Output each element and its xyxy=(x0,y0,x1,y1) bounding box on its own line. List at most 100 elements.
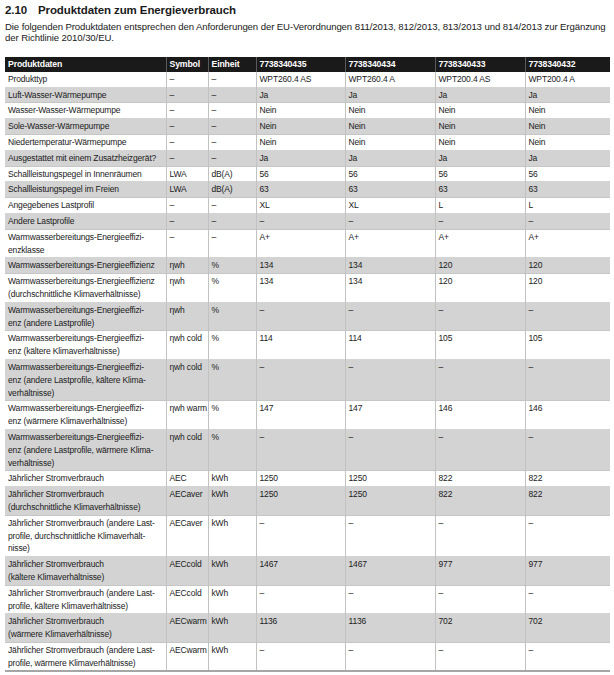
value-cell: – xyxy=(256,359,345,400)
value-cell: – xyxy=(256,429,345,470)
table-row: Produkttyp––WPT260.4 ASWPT260.4 AWPT200.… xyxy=(5,72,610,87)
value-cell: – xyxy=(345,302,435,331)
value-cell: – xyxy=(435,213,525,229)
value-cell: 147 xyxy=(256,401,345,430)
unit-cell: – xyxy=(208,119,256,135)
table-row: Warmwasserbereitungs-Energieeffizi- enz … xyxy=(5,429,610,470)
value-cell: – xyxy=(345,359,435,400)
value-cell: 977 xyxy=(435,557,525,586)
row-label: Jährlicher Stromverbrauch (kältere Klima… xyxy=(5,557,166,586)
symbol-cell: ηwh xyxy=(166,302,208,331)
value-cell: 822 xyxy=(435,487,525,516)
value-cell: – xyxy=(525,302,610,331)
value-cell: 120 xyxy=(525,258,610,274)
value-cell: – xyxy=(345,642,435,671)
value-cell: Ja xyxy=(256,150,345,166)
value-cell: Ja xyxy=(435,150,525,166)
value-cell: 105 xyxy=(435,331,525,360)
row-label: Produkttyp xyxy=(5,72,166,87)
value-cell: 56 xyxy=(345,166,435,182)
row-label: Warmwasserbereitungs-Energieeffizi- enz … xyxy=(5,359,166,400)
col-header-einheit: Einheit xyxy=(208,57,256,72)
value-cell: 1250 xyxy=(345,471,435,487)
row-label: Schallleistungspegel im Freien xyxy=(5,182,166,198)
value-cell: WPT200.4 AS xyxy=(435,72,525,87)
value-cell: Nein xyxy=(435,103,525,119)
value-cell: Ja xyxy=(345,150,435,166)
symbol-cell: AECwarm xyxy=(166,642,208,671)
value-cell: Nein xyxy=(256,135,345,151)
unit-cell: – xyxy=(208,229,256,258)
value-cell: – xyxy=(345,429,435,470)
symbol-cell: – xyxy=(166,213,208,229)
symbol-cell: – xyxy=(166,72,208,87)
value-cell: Nein xyxy=(435,135,525,151)
value-cell: 702 xyxy=(435,614,525,643)
value-cell: – xyxy=(525,359,610,400)
table-row: Andere Lastprofile–––––– xyxy=(5,213,610,229)
unit-cell: kWh xyxy=(208,614,256,643)
value-cell: XL xyxy=(345,198,435,214)
unit-cell: % xyxy=(208,359,256,400)
symbol-cell: – xyxy=(166,229,208,258)
value-cell: 134 xyxy=(256,258,345,274)
table-row: Warmwasserbereitungs-Energieeffizi- enz … xyxy=(5,359,610,400)
unit-cell: – xyxy=(208,198,256,214)
value-cell: – xyxy=(525,429,610,470)
value-cell: 977 xyxy=(525,557,610,586)
section-heading: 2.10 Produktdaten zum Energieverbrauch xyxy=(5,4,610,16)
table-row: Jährlicher Stromverbrauch (andere Last- … xyxy=(5,515,610,556)
symbol-cell: AECwarm xyxy=(166,614,208,643)
table-row: Ausgestattet mit einem Zusatzheizgerät?–… xyxy=(5,150,610,166)
table-row: Luft-Wasser-Wärmepumpe––JaJaJaJa xyxy=(5,87,610,103)
value-cell: – xyxy=(256,213,345,229)
symbol-cell: LWA xyxy=(166,182,208,198)
table-row: Warmwasserbereitungs-Energieeffizienzηwh… xyxy=(5,258,610,274)
value-cell: Nein xyxy=(345,103,435,119)
value-cell: – xyxy=(345,213,435,229)
section-number: 2.10 xyxy=(5,4,38,16)
value-cell: 702 xyxy=(525,614,610,643)
row-label: Warmwasserbereitungs-Energieeffizienz (d… xyxy=(5,274,166,303)
symbol-cell: ηwh cold xyxy=(166,331,208,360)
table-row: Jährlicher Stromverbrauch (andere Last- … xyxy=(5,585,610,614)
value-cell: – xyxy=(435,642,525,671)
symbol-cell: AECaver xyxy=(166,487,208,516)
value-cell: Nein xyxy=(345,119,435,135)
row-label: Jährlicher Stromverbrauch (andere Last- … xyxy=(5,585,166,614)
value-cell: Nein xyxy=(525,119,610,135)
value-cell: Ja xyxy=(435,87,525,103)
row-label: Warmwasserbereitungs-Energieeffizienz xyxy=(5,258,166,274)
col-header-part-7738340433: 7738340433 xyxy=(435,57,525,72)
row-label: Jährlicher Stromverbrauch (andere Last- … xyxy=(5,642,166,671)
value-cell: – xyxy=(525,642,610,671)
col-header-part-7738340432: 7738340432 xyxy=(525,57,610,72)
unit-cell: % xyxy=(208,258,256,274)
row-label: Jährlicher Stromverbrauch (wärmere Klima… xyxy=(5,614,166,643)
unit-cell: % xyxy=(208,274,256,303)
value-cell: 146 xyxy=(435,401,525,430)
table-row: Jährlicher Stromverbrauch (wärmere Klima… xyxy=(5,614,610,643)
unit-cell: – xyxy=(208,87,256,103)
row-label: Warmwasserbereitungs-Energieeffizi- enz … xyxy=(5,302,166,331)
table-row: Sole-Wasser-Wärmepumpe––NeinNeinNeinNein xyxy=(5,119,610,135)
row-label: Warmwasserbereitungs-Energieeffizi- enzk… xyxy=(5,229,166,258)
value-cell: 1250 xyxy=(345,487,435,516)
unit-cell: – xyxy=(208,103,256,119)
row-label: Warmwasserbereitungs-Energieeffizi- enz … xyxy=(5,401,166,430)
unit-cell: % xyxy=(208,401,256,430)
unit-cell: dB(A) xyxy=(208,182,256,198)
table-row: Schallleistungspegel im FreienLWAdB(A)63… xyxy=(5,182,610,198)
row-label: Warmwasserbereitungs-Energieeffizi- enz … xyxy=(5,331,166,360)
symbol-cell: – xyxy=(166,198,208,214)
unit-cell: – xyxy=(208,213,256,229)
row-label: Ausgestattet mit einem Zusatzheizgerät? xyxy=(5,150,166,166)
value-cell: 1250 xyxy=(256,487,345,516)
symbol-cell: ηwh xyxy=(166,274,208,303)
value-cell: 120 xyxy=(525,274,610,303)
value-cell: – xyxy=(256,585,345,614)
table-row: Warmwasserbereitungs-Energieeffizi- enz … xyxy=(5,302,610,331)
value-cell: Nein xyxy=(256,119,345,135)
unit-cell: kWh xyxy=(208,557,256,586)
row-label: Schallleistungspegel in Innenräumen xyxy=(5,166,166,182)
